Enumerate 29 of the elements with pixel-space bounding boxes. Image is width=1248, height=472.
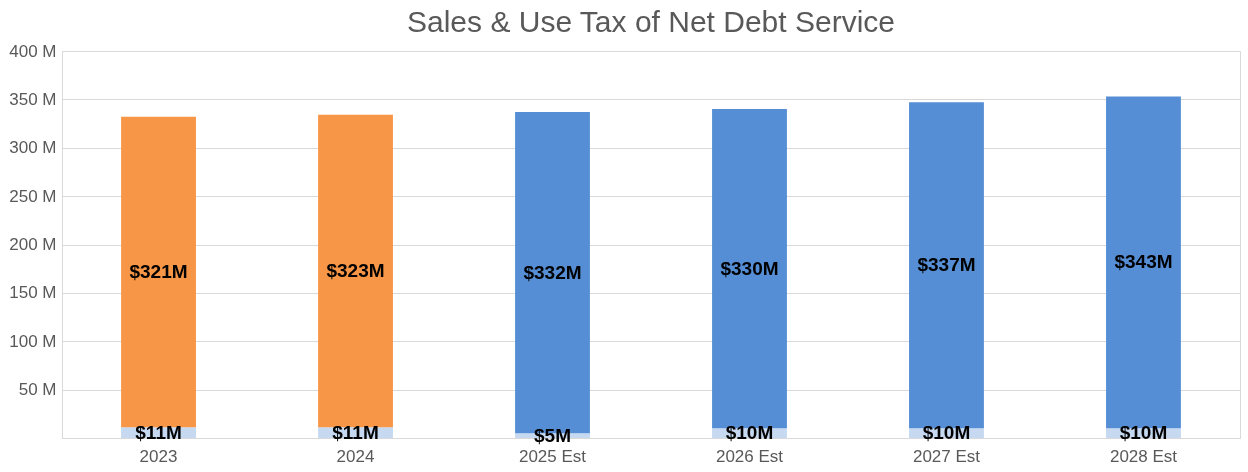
y-tick-label: 350 M xyxy=(9,89,57,109)
y-tick-label: 50 M xyxy=(18,380,57,400)
data-label: $11M xyxy=(135,421,182,443)
bar xyxy=(318,114,393,428)
data-label: $332M xyxy=(523,261,582,283)
y-tick-label: 100 M xyxy=(9,331,57,351)
data-label: $11M xyxy=(332,421,379,443)
y-tick-label: 200 M xyxy=(9,235,57,254)
x-tick-label: 2028 Est xyxy=(1109,446,1178,466)
data-label: $321M xyxy=(129,261,188,283)
data-label: $10M xyxy=(725,422,774,444)
x-tick-label: 2027 Est xyxy=(912,446,981,466)
y-tick-label: 250 M xyxy=(9,186,57,206)
data-label: $343M xyxy=(1114,251,1173,273)
data-label: $10M xyxy=(922,422,971,444)
bar xyxy=(121,116,196,428)
chart-title: Sales & Use Tax of Net Debt Service xyxy=(407,5,895,38)
data-label: $5M xyxy=(534,424,571,446)
x-tick-label: 2023 xyxy=(139,446,178,466)
y-tick-label: 300 M xyxy=(9,138,57,158)
data-label: $10M xyxy=(1119,422,1168,444)
x-tick-label: 2024 xyxy=(336,446,375,466)
x-tick-label: 2025 Est xyxy=(518,446,587,466)
y-tick-label: 400 M xyxy=(9,41,57,61)
data-label: $323M xyxy=(326,260,385,282)
y-tick-label: 150 M xyxy=(9,283,57,303)
x-tick-label: 2026 Est xyxy=(715,446,784,466)
data-label: $337M xyxy=(917,254,976,276)
data-label: $330M xyxy=(720,257,779,279)
